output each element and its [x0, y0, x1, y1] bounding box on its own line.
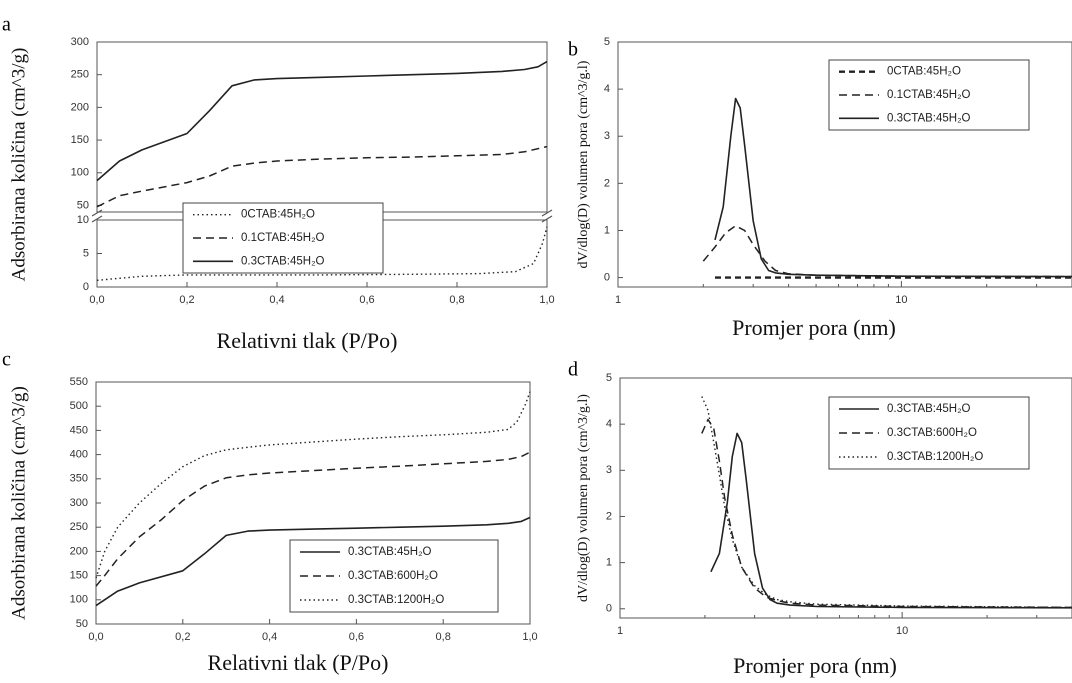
- y-tick-label: 550: [70, 376, 88, 388]
- panel-letter: a: [2, 14, 11, 36]
- series-line-1: [96, 226, 548, 281]
- y-tick-label: 5: [604, 36, 610, 48]
- y-tick-label: 50: [77, 199, 89, 211]
- legend-entry: 0.3CTAB:600H₂O: [348, 570, 438, 582]
- x-tick-label: 0,6: [349, 631, 364, 643]
- legend: 0.3CTAB:45H₂O 0.3CTAB:600H₂O 0.3CTAB:1200H…: [289, 539, 499, 613]
- y-tick-label: 5: [606, 372, 612, 384]
- y-tick-label: 10: [77, 214, 89, 226]
- y-tick-label: 500: [70, 400, 88, 412]
- y-tick-label: 2: [606, 510, 612, 522]
- series-line-2: [702, 225, 1072, 278]
- x-tick-label: 0,8: [436, 631, 451, 643]
- panel-letter: b: [568, 39, 578, 61]
- x-tick-label: 1: [615, 294, 621, 306]
- series-line-2: [95, 451, 531, 587]
- x-tick-label: 0,4: [262, 631, 277, 643]
- x-tick-label: 1,0: [539, 294, 554, 306]
- series-line-2: [96, 145, 548, 208]
- x-tick-label: 10: [895, 294, 907, 306]
- legend-entry: 0CTAB:45H₂O: [241, 209, 315, 221]
- x-tick-label: 0,8: [449, 294, 464, 306]
- legend-entry: 0.3CTAB:1200H₂O: [348, 594, 444, 606]
- y-axis-label: dV/dlog(D) volumen pora (cm^3/g.l): [576, 60, 591, 268]
- x-tick-label: 0,0: [88, 631, 103, 643]
- y-tick-label: 100: [70, 594, 88, 606]
- y-tick-label: 150: [70, 570, 88, 582]
- y-tick-label: 300: [71, 36, 89, 48]
- legend-entry: 0.3CTAB:45H₂O: [887, 403, 971, 415]
- legend-entry: 0.3CTAB:45H₂O: [348, 546, 432, 558]
- x-tick-label: 10: [896, 625, 908, 637]
- x-tick-label: 1: [617, 625, 623, 637]
- x-axis-label: Relativni tlak (P/Po): [217, 328, 398, 353]
- axis-frame: [617, 41, 1072, 288]
- legend-entry: 0CTAB:45H₂O: [887, 66, 961, 78]
- y-tick-label: 200: [71, 101, 89, 113]
- axis-frame: [619, 377, 1072, 619]
- y-tick-label: 400: [70, 449, 88, 461]
- x-axis-label: Promjer pora (nm): [733, 653, 897, 678]
- y-tick-label: 3: [604, 130, 610, 142]
- series-line-2: [701, 418, 1072, 609]
- y-tick-label: 0: [83, 281, 89, 293]
- y-tick-label: 100: [71, 167, 89, 179]
- x-tick-label: 0,2: [175, 631, 190, 643]
- y-axis-label: dV/dlog(D) volumen pora (cm^3/g.l): [576, 394, 591, 602]
- y-tick-label: 5: [83, 247, 89, 259]
- x-tick-label: 0,6: [359, 294, 374, 306]
- y-tick-label: 250: [71, 69, 89, 81]
- y-tick-label: 4: [606, 418, 612, 430]
- axis-break-mark: [541, 209, 553, 223]
- legend: 0CTAB:45H₂O 0.1CTAB:45H₂O 0.3CTAB:45H₂O: [182, 202, 384, 274]
- panel-letter: c: [2, 349, 11, 371]
- series-line-1: [710, 432, 1072, 609]
- series-line-3: [96, 60, 548, 182]
- series-line-3: [95, 391, 531, 579]
- panel-c: c 50 100 150 200 250 300 350 400 450 500 550 0,0 0,2 0…: [2, 349, 538, 675]
- x-tick-label: 0,0: [89, 294, 104, 306]
- y-tick-label: 200: [70, 545, 88, 557]
- y-axis-label: Adsorbirana količina (cm^3/g): [8, 386, 29, 620]
- axis-break-mark: [91, 209, 103, 223]
- series-line-1: [95, 516, 531, 607]
- y-tick-label: 150: [71, 134, 89, 146]
- legend-entry: 0.3CTAB:1200H₂O: [887, 451, 983, 463]
- x-axis-label: Relativni tlak (P/Po): [208, 650, 389, 675]
- legend-entry: 0.1CTAB:45H₂O: [241, 232, 325, 244]
- panel-letter: d: [568, 359, 578, 381]
- y-tick-label: 1: [604, 224, 610, 236]
- y-tick-label: 50: [76, 618, 88, 630]
- y-tick-label: 1: [606, 557, 612, 569]
- y-tick-label: 2: [604, 177, 610, 189]
- legend-entry: 0.3CTAB:45H₂O: [887, 112, 971, 124]
- legend-entry: 0.3CTAB:45H₂O: [241, 255, 325, 267]
- legend-entry: 0.3CTAB:600H₂O: [887, 427, 977, 439]
- legend-entry: 0.1CTAB:45H₂O: [887, 89, 971, 101]
- y-tick-label: 450: [70, 424, 88, 436]
- x-tick-label: 0,2: [179, 294, 194, 306]
- x-tick-label: 0,4: [269, 294, 284, 306]
- y-tick-label: 300: [70, 497, 88, 509]
- y-tick-label: 3: [606, 464, 612, 476]
- y-tick-label: 0: [606, 603, 612, 615]
- series-line-3: [714, 97, 1072, 278]
- y-tick-label: 250: [70, 521, 88, 533]
- y-axis-label: Adsorbirana količina (cm^3/g): [8, 48, 29, 282]
- legend: 0CTAB:45H₂O 0.1CTAB:45H₂O 0.3CTAB:45H₂O: [828, 59, 1030, 131]
- y-tick-label: 350: [70, 473, 88, 485]
- y-tick-label: 4: [604, 83, 610, 95]
- y-tick-label: 0: [604, 271, 610, 283]
- x-axis-label: Promjer pora (nm): [732, 315, 896, 340]
- legend: 0.3CTAB:45H₂O 0.3CTAB:600H₂O 0.3CTAB:1200H…: [828, 396, 1030, 470]
- panel-a: a 50 100 150 200 250 300 0 5 10 0,0 0,2 0,4 0,6 0,8 1,0…: [2, 14, 555, 353]
- x-tick-label: 1,0: [522, 631, 537, 643]
